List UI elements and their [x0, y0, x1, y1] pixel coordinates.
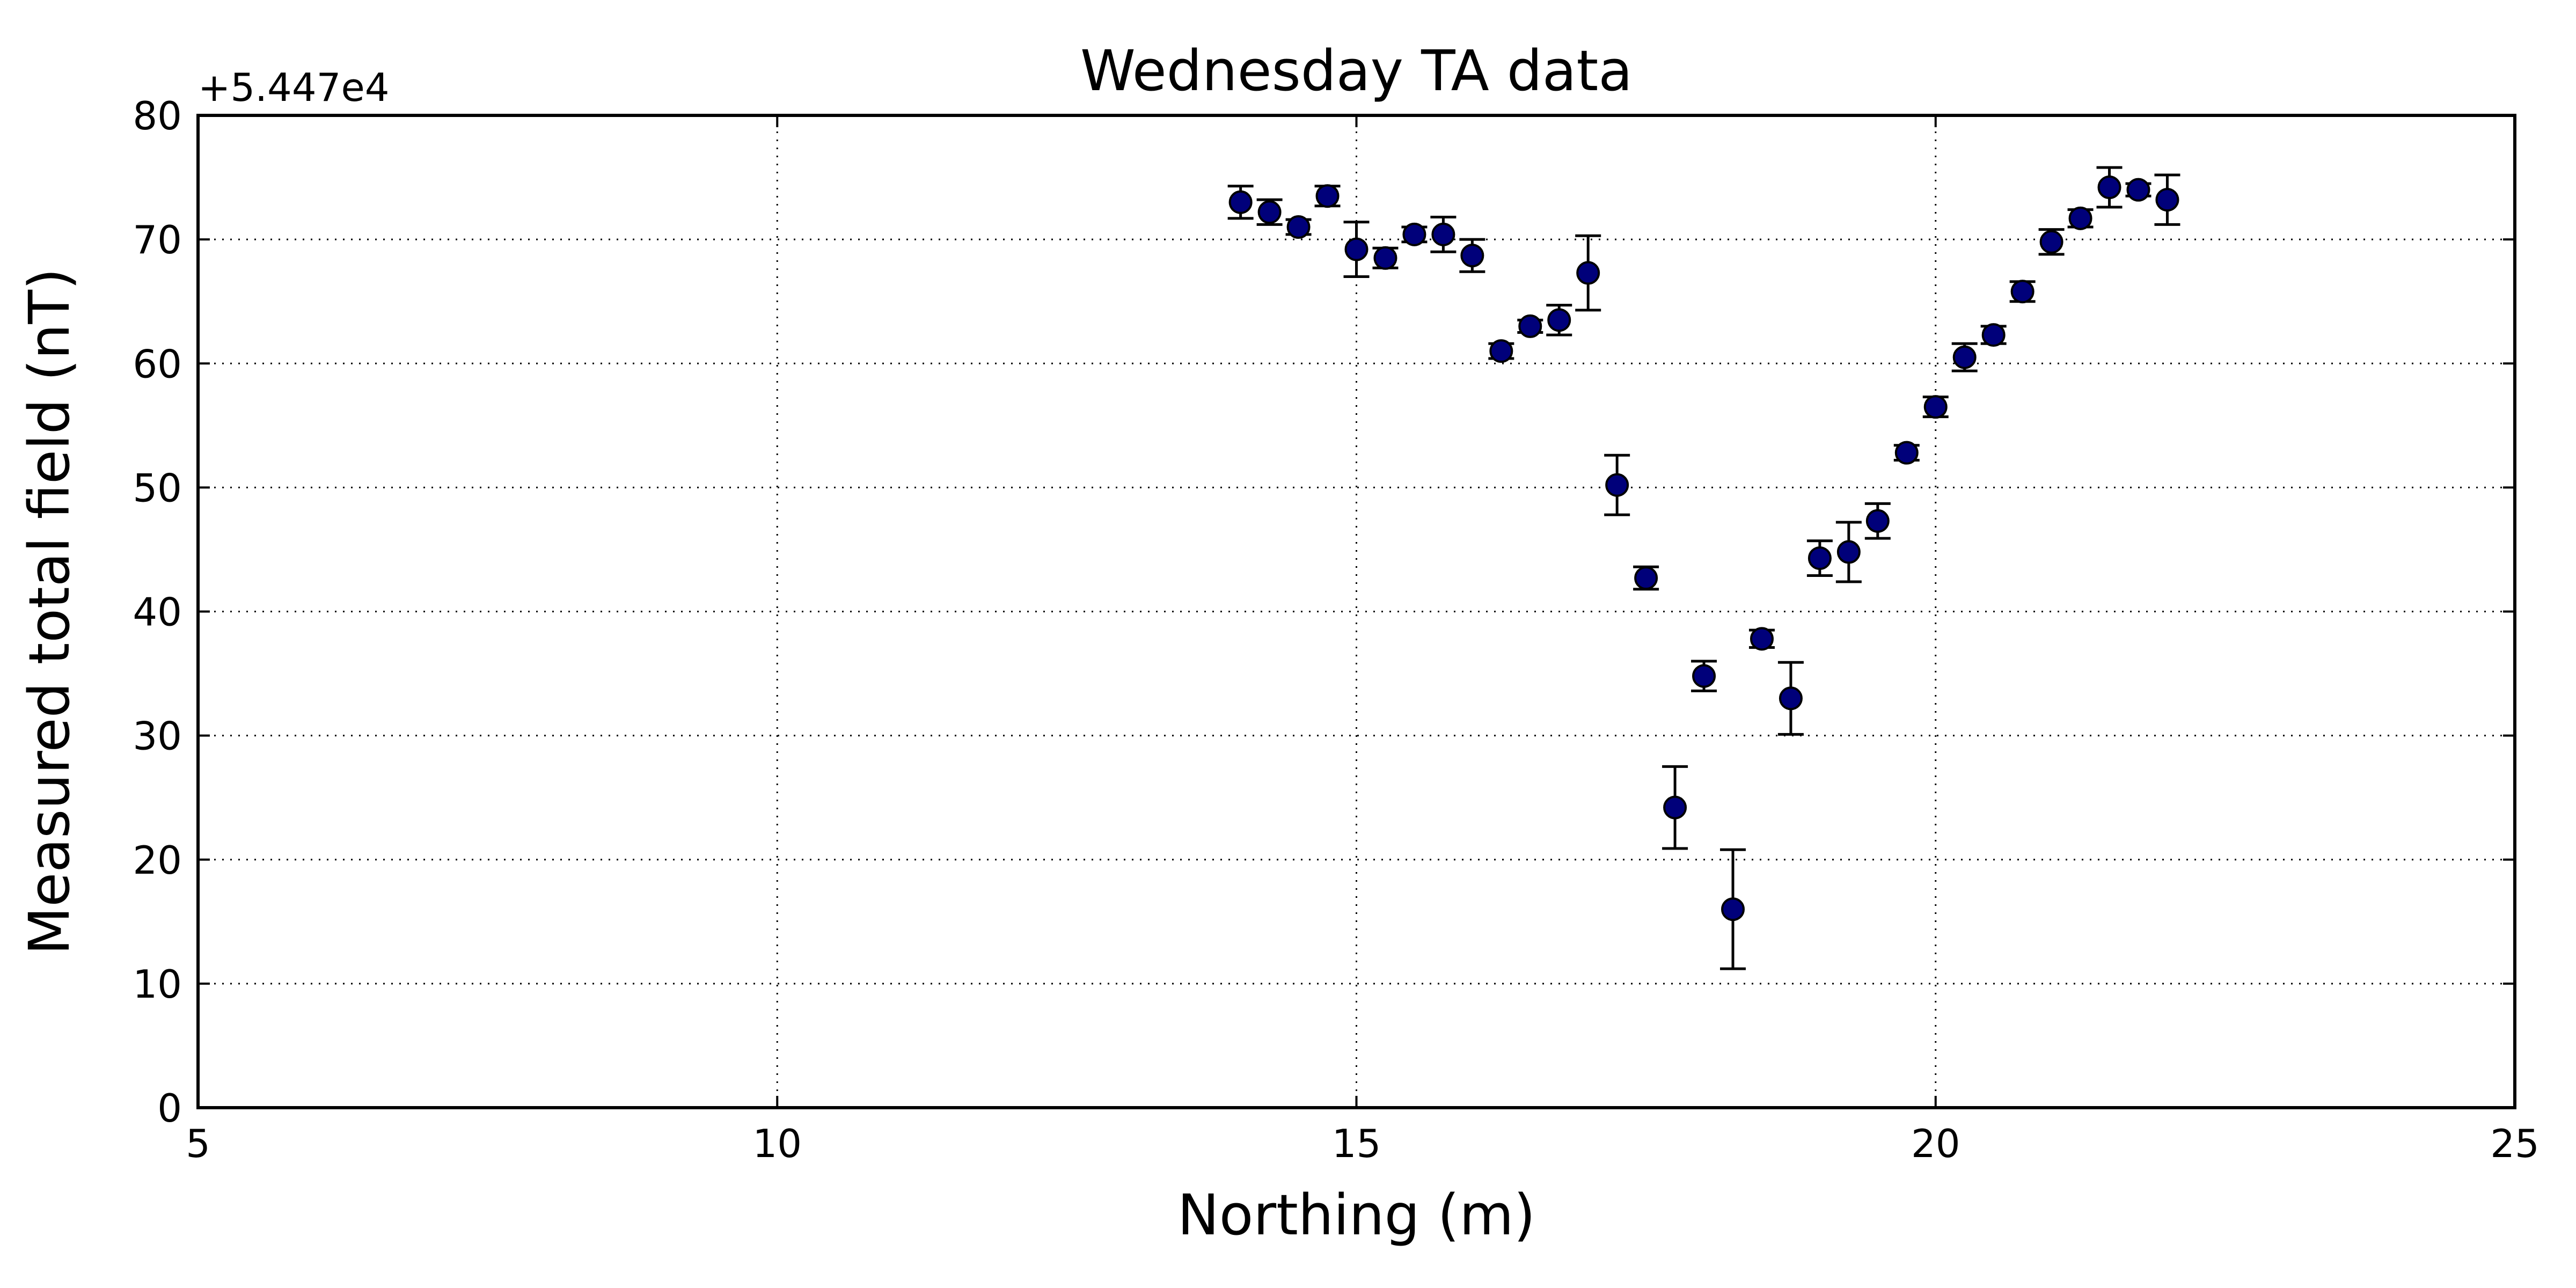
data-point — [1807, 546, 1832, 570]
data-point — [2068, 206, 2092, 230]
y-tick-label: 70 — [133, 217, 182, 262]
y-axis-title: Measured total field (nT) — [17, 268, 82, 955]
y-tick-label: 30 — [133, 714, 182, 759]
data-point — [1257, 200, 1282, 224]
x-tick-labels: 5 10 15 20 25 — [186, 1121, 2540, 1166]
data-point — [1402, 222, 1426, 246]
data-point — [1750, 627, 1774, 651]
x-axis-title: Northing (m) — [1177, 1182, 1535, 1248]
data-point — [1721, 897, 1745, 921]
data-point — [1460, 244, 1484, 268]
x-tick-label: 5 — [186, 1121, 210, 1166]
y-tick-label: 60 — [133, 341, 182, 386]
data-point — [2126, 178, 2150, 202]
data-point — [1894, 441, 1919, 465]
x-tick-label: 25 — [2490, 1121, 2540, 1166]
plot-frame — [196, 114, 2516, 1109]
y-tick-labels: 0 10 20 30 40 50 60 70 80 — [133, 93, 182, 1131]
y-tick-label: 50 — [133, 465, 182, 510]
data-point — [2097, 175, 2121, 200]
data-point — [2039, 230, 2063, 254]
data-point — [1634, 566, 1658, 590]
y-tick-label: 80 — [133, 93, 182, 138]
chart-title: Wednesday TA data — [1080, 38, 1633, 104]
y-tick-label: 0 — [157, 1086, 182, 1131]
data-point — [1692, 664, 1716, 688]
data-point — [1518, 314, 1542, 338]
data-points — [1228, 175, 2179, 921]
x-tick-label: 20 — [1911, 1121, 1960, 1166]
y-tick-label: 20 — [133, 838, 182, 883]
data-point — [1605, 473, 1629, 497]
data-point — [1315, 184, 1340, 208]
data-point — [1836, 540, 1861, 564]
data-point — [1431, 222, 1455, 246]
data-point — [1344, 237, 1368, 261]
data-point — [2155, 188, 2179, 212]
data-point — [2010, 280, 2035, 304]
data-point — [1228, 190, 1253, 214]
y-tick-label: 10 — [133, 962, 182, 1007]
data-point — [1547, 308, 1571, 332]
data-point — [1923, 395, 1948, 419]
y-offset-label: +5.447e4 — [198, 65, 390, 110]
x-tick-label: 15 — [1332, 1121, 1381, 1166]
data-point — [1286, 215, 1311, 239]
x-tick-label: 10 — [752, 1121, 802, 1166]
data-point — [1373, 246, 1397, 270]
y-tick-label: 40 — [133, 590, 182, 635]
data-point — [1981, 323, 2006, 347]
data-point — [1489, 339, 1513, 363]
data-point — [1663, 795, 1687, 819]
data-point — [1779, 686, 1803, 711]
data-point — [1865, 509, 1890, 533]
data-point — [1576, 261, 1600, 285]
data-point — [1952, 345, 1977, 369]
